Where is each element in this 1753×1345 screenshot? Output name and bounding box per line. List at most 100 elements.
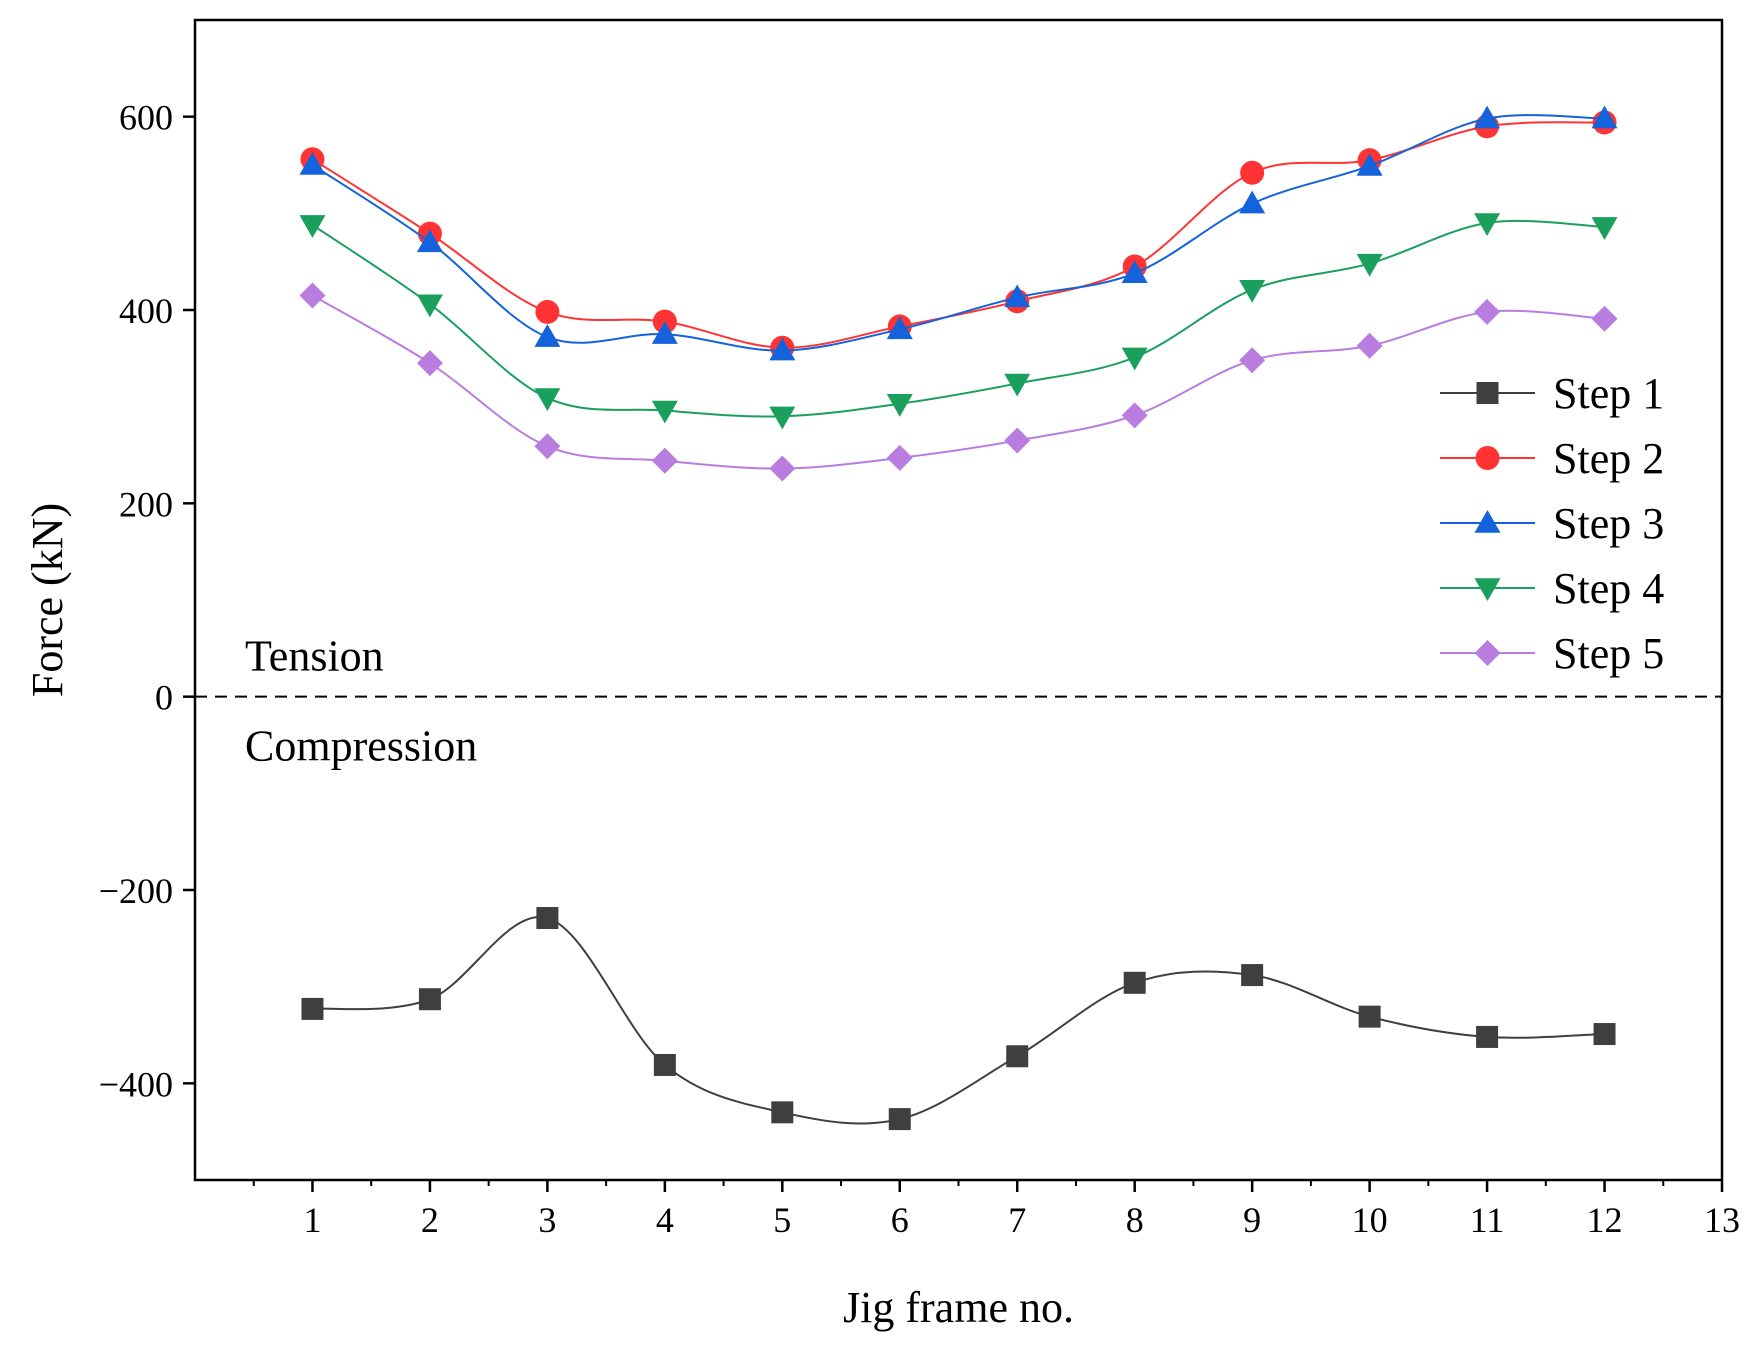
- x-tick-label-4: 4: [656, 1200, 674, 1240]
- data-point-step-3-frame-7: [1004, 284, 1031, 308]
- data-point-step-5-frame-5: [769, 455, 796, 482]
- x-tick-label-10: 10: [1352, 1200, 1388, 1240]
- series-5: [299, 282, 1618, 482]
- data-point-step-4-frame-3: [534, 388, 561, 411]
- data-point-step-5-frame-8: [1121, 402, 1148, 429]
- tension-annotation: Tension: [245, 632, 384, 681]
- x-tick-label-1: 1: [303, 1200, 321, 1240]
- legend-label: Step 4: [1553, 564, 1664, 613]
- data-point-step-3-frame-11: [1474, 105, 1501, 129]
- legend-marker: [1474, 578, 1501, 601]
- legend-label: Step 1: [1553, 369, 1664, 418]
- data-point-step-3-frame-9: [1239, 190, 1266, 214]
- x-tick-label-9: 9: [1243, 1200, 1261, 1240]
- data-point-step-1-frame-12: [1593, 1023, 1616, 1046]
- data-point-step-5-frame-11: [1474, 298, 1501, 325]
- data-point-step-4-frame-10: [1356, 253, 1383, 277]
- data-point-step-5-frame-7: [1004, 427, 1031, 454]
- x-tick-label-2: 2: [421, 1200, 439, 1240]
- data-point-step-4-frame-12: [1591, 217, 1618, 240]
- x-tick-label-13: 13: [1704, 1200, 1740, 1240]
- legend-marker: [1474, 640, 1501, 666]
- y-axis-title: Force (kN): [23, 503, 72, 697]
- data-point-step-3-frame-1: [299, 152, 326, 175]
- data-point-step-5-frame-10: [1356, 332, 1383, 359]
- data-point-step-4-frame-1: [299, 215, 326, 238]
- series-line-step-3: [311, 114, 1605, 352]
- data-point-step-3-frame-3: [534, 324, 561, 347]
- x-tick-label-12: 12: [1587, 1200, 1623, 1240]
- x-tick-label-11: 11: [1470, 1200, 1505, 1240]
- legend-item-step-2: Step 2: [1440, 434, 1664, 483]
- legend-item-step-3: Step 3: [1440, 499, 1664, 548]
- legend-label: Step 2: [1553, 434, 1664, 483]
- data-point-step-5-frame-1: [299, 282, 326, 309]
- series-line-step-5: [311, 294, 1605, 470]
- data-point-step-3-frame-10: [1356, 152, 1383, 176]
- data-point-step-4-frame-2: [416, 294, 443, 318]
- series-2: [300, 110, 1617, 360]
- data-point-step-5-frame-12: [1591, 305, 1618, 332]
- data-point-step-1-frame-4: [653, 1053, 676, 1076]
- y-tick-label: 600: [119, 98, 173, 138]
- data-point-step-3-frame-2: [416, 229, 443, 253]
- series-line-step-1: [312, 915, 1605, 1125]
- data-point-step-1-frame-1: [301, 997, 324, 1020]
- x-tick-label-8: 8: [1126, 1200, 1144, 1240]
- legend-item-step-5: Step 5: [1440, 629, 1664, 678]
- series-3: [299, 105, 1618, 361]
- legend-marker: [1475, 446, 1500, 470]
- data-point-step-3-frame-4: [651, 321, 678, 344]
- data-point-step-1-frame-5: [771, 1101, 794, 1124]
- y-tick-label: 0: [155, 678, 173, 718]
- series-line-step-4: [311, 219, 1605, 418]
- x-tick-label-7: 7: [1008, 1200, 1026, 1240]
- data-point-step-5-frame-6: [886, 444, 913, 471]
- legend-label: Step 5: [1553, 629, 1664, 678]
- y-tick-label: 200: [119, 484, 173, 524]
- x-tick-label-5: 5: [773, 1200, 791, 1240]
- data-point-step-3-frame-5: [769, 337, 796, 361]
- data-point-step-1-frame-2: [418, 988, 441, 1011]
- y-tick-label: 400: [119, 291, 173, 331]
- series-layer: [299, 105, 1618, 1131]
- compression-annotation: Compression: [245, 722, 477, 771]
- data-point-step-3-frame-12: [1591, 105, 1618, 129]
- legend-marker: [1474, 510, 1501, 533]
- data-point-step-1-frame-9: [1241, 964, 1264, 987]
- y-tick-label: −400: [99, 1064, 173, 1104]
- data-point-step-5-frame-3: [534, 433, 561, 460]
- legend-item-step-1: Step 1: [1440, 369, 1664, 418]
- data-point-step-1-frame-10: [1358, 1005, 1381, 1028]
- legend-marker: [1476, 382, 1499, 404]
- data-point-step-4-frame-11: [1474, 213, 1501, 236]
- data-point-step-5-frame-4: [651, 447, 678, 474]
- series-1: [301, 907, 1616, 1131]
- legend: Step 1 Step 2 Step 3 Step 4 Step 5: [1440, 369, 1664, 678]
- data-point-step-1-frame-8: [1123, 971, 1146, 994]
- data-point-step-2-frame-3: [535, 299, 560, 324]
- data-point-step-1-frame-6: [888, 1108, 911, 1131]
- data-point-step-1-frame-11: [1476, 1025, 1499, 1048]
- data-point-step-1-frame-3: [536, 907, 559, 930]
- series-4: [299, 213, 1618, 430]
- x-tick-label-6: 6: [891, 1200, 909, 1240]
- data-point-step-2-frame-9: [1240, 160, 1265, 185]
- y-tick-label: −200: [99, 871, 173, 911]
- data-point-step-4-frame-8: [1121, 347, 1148, 371]
- legend-item-step-4: Step 4: [1440, 564, 1664, 613]
- data-point-step-4-frame-4: [651, 400, 678, 424]
- data-point-step-4-frame-9: [1239, 279, 1266, 303]
- data-point-step-4-frame-7: [1004, 373, 1031, 397]
- data-point-step-4-frame-6: [886, 394, 913, 417]
- x-axis-title: Jig frame no.: [843, 1283, 1074, 1332]
- data-point-step-3-frame-6: [886, 316, 913, 340]
- data-point-step-3-frame-8: [1121, 260, 1148, 284]
- legend-label: Step 3: [1553, 499, 1664, 548]
- x-tick-label-3: 3: [538, 1200, 556, 1240]
- data-point-step-5-frame-9: [1239, 347, 1266, 374]
- data-point-step-5-frame-2: [416, 350, 443, 377]
- data-point-step-1-frame-7: [1006, 1045, 1029, 1068]
